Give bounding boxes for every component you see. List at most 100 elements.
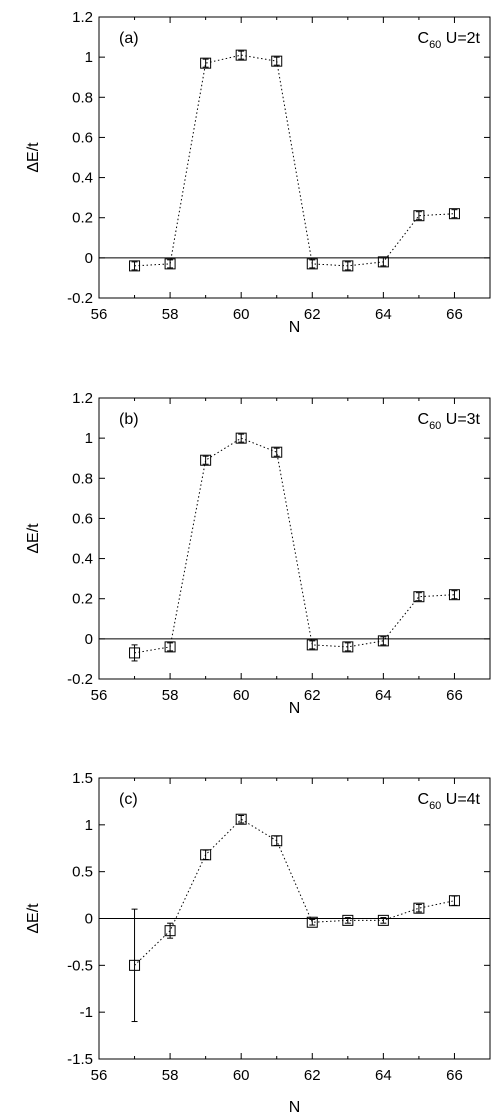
y-tick-label: 1.2 xyxy=(72,390,93,407)
annotation-molecule: C xyxy=(418,411,430,428)
data-point xyxy=(129,647,141,659)
annotation-molecule: C xyxy=(418,791,430,808)
x-tick-label: 66 xyxy=(446,306,463,323)
annotation-parameter: U=3t xyxy=(441,411,480,428)
x-tick-label: 66 xyxy=(446,1067,463,1084)
data-point xyxy=(377,256,389,268)
panel-label: (a) xyxy=(119,30,139,47)
x-tick-label: 58 xyxy=(162,306,179,323)
x-tick-label: 60 xyxy=(233,306,250,323)
plot-frame xyxy=(98,397,491,680)
data-point xyxy=(342,260,354,272)
data-point xyxy=(342,914,354,926)
data-point xyxy=(200,849,212,861)
plot-frame xyxy=(98,16,491,299)
data-point xyxy=(306,258,318,270)
y-tick-label: 0.5 xyxy=(72,864,93,881)
y-axis-label: ΔE/t xyxy=(25,903,42,934)
panel-label: (c) xyxy=(119,791,138,808)
data-point xyxy=(271,55,283,67)
data-point xyxy=(306,639,318,651)
panel-annotation: C60 U=2t xyxy=(418,30,481,51)
y-tick-label: -0.2 xyxy=(67,671,93,688)
data-point xyxy=(200,454,212,466)
x-tick-label: 62 xyxy=(304,1067,321,1084)
x-tick-label: 64 xyxy=(375,1067,392,1084)
data-point xyxy=(271,446,283,458)
annotation-parameter: U=4t xyxy=(441,791,480,808)
x-tick-label: 62 xyxy=(304,306,321,323)
y-axis-label: ΔE/t xyxy=(25,523,42,554)
y-tick-label: 0.4 xyxy=(72,551,93,568)
y-tick-label: 0.4 xyxy=(72,170,93,187)
x-tick-label: 64 xyxy=(375,687,392,704)
annotation-molecule: C xyxy=(418,30,430,47)
data-point xyxy=(342,641,354,653)
x-tick-label: 58 xyxy=(162,687,179,704)
data-point xyxy=(129,959,141,971)
data-point xyxy=(235,432,247,444)
x-tick-label: 56 xyxy=(91,1067,108,1084)
y-tick-label: 0 xyxy=(85,631,93,648)
data-point xyxy=(164,258,176,270)
x-tick-label: 56 xyxy=(91,687,108,704)
y-tick-label: 1 xyxy=(85,430,93,447)
data-point xyxy=(200,57,212,69)
y-tick-label: -0.5 xyxy=(67,957,93,974)
y-tick-label: 1 xyxy=(85,49,93,66)
data-point xyxy=(235,49,247,61)
data-point xyxy=(306,916,318,928)
y-tick-label: 0.2 xyxy=(72,210,93,227)
y-tick-label: -1 xyxy=(80,1004,93,1021)
series-line xyxy=(134,437,455,654)
x-tick-label: 66 xyxy=(446,687,463,704)
data-point xyxy=(164,925,176,937)
x-tick-label: 64 xyxy=(375,306,392,323)
data-point xyxy=(377,914,389,926)
x-tick-label: 56 xyxy=(91,306,108,323)
y-tick-label: 1.2 xyxy=(72,9,93,26)
data-point xyxy=(448,895,460,907)
annotation-subscript: 60 xyxy=(429,39,441,51)
y-tick-label: 0 xyxy=(85,250,93,267)
y-tick-label: 0.2 xyxy=(72,591,93,608)
y-tick-label: 0.8 xyxy=(72,89,93,106)
x-axis-label: N xyxy=(289,700,301,717)
series-line xyxy=(134,818,455,966)
data-point xyxy=(413,210,425,222)
x-tick-label: 60 xyxy=(233,1067,250,1084)
y-tick-label: 0.6 xyxy=(72,510,93,527)
annotation-subscript: 60 xyxy=(429,800,441,812)
y-tick-label: 1 xyxy=(85,817,93,834)
data-point xyxy=(271,835,283,847)
panel-annotation: C60 U=4t xyxy=(418,791,481,812)
data-point xyxy=(448,589,460,601)
annotation-subscript: 60 xyxy=(429,420,441,432)
y-tick-label: 0.6 xyxy=(72,129,93,146)
chart-panel-2: 56 58 60 62 64 66 -0.2 0 0.2 0.4 0.6 0.8 1 1.2 N ΔE/t (b… xyxy=(25,390,491,717)
data-point xyxy=(235,813,247,825)
y-axis-label: ΔE/t xyxy=(25,142,42,173)
series-line xyxy=(134,54,455,267)
data-point xyxy=(164,641,176,653)
data-point xyxy=(377,635,389,647)
y-tick-label: 0 xyxy=(85,911,93,928)
data-point xyxy=(129,260,141,272)
x-axis-label: N xyxy=(289,1099,301,1116)
x-tick-label: 62 xyxy=(304,687,321,704)
y-tick-label: 0.8 xyxy=(72,470,93,487)
panel-annotation: C60 U=3t xyxy=(418,411,481,432)
y-tick-label: -0.2 xyxy=(67,290,93,307)
x-tick-label: 58 xyxy=(162,1067,179,1084)
data-point xyxy=(448,208,460,220)
chart-panel-1: 56 58 60 62 64 66 -0.2 0 0.2 0.4 0.6 0.8 1 1.2 N ΔE/t (a… xyxy=(25,9,491,336)
data-point xyxy=(413,902,425,914)
panel-label: (b) xyxy=(119,411,139,428)
data-point xyxy=(413,591,425,603)
x-tick-label: 60 xyxy=(233,687,250,704)
x-axis-label: N xyxy=(289,319,301,336)
y-tick-label: -1.5 xyxy=(67,1051,93,1068)
annotation-parameter: U=2t xyxy=(441,30,480,47)
